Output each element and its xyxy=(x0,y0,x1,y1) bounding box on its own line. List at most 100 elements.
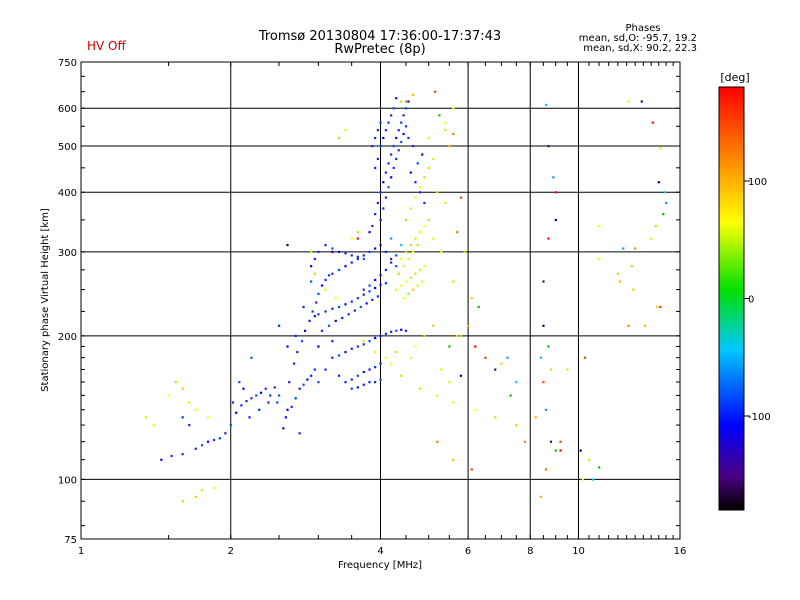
scatter-point xyxy=(144,416,148,419)
scatter-point xyxy=(384,129,388,132)
scatter-point xyxy=(438,114,441,117)
colorbar-unit: [deg] xyxy=(720,71,749,84)
scatter-point xyxy=(448,345,451,348)
chart-title: Tromsø 20130804 17:36:00-17:37:43 xyxy=(258,29,501,44)
scatter-point xyxy=(423,334,426,338)
scatter-point xyxy=(559,449,562,452)
scatter-point xyxy=(404,329,408,332)
scatter-point xyxy=(400,140,403,144)
scatter-point xyxy=(218,437,221,440)
scatter-point xyxy=(362,254,365,257)
scatter-point xyxy=(554,218,557,222)
scatter-point xyxy=(390,362,393,365)
scatter-point xyxy=(444,201,447,205)
scatter-point xyxy=(404,100,408,103)
scatter-point xyxy=(356,345,359,348)
scatter-point xyxy=(344,381,347,384)
scatter-point xyxy=(206,416,210,419)
scatter-point xyxy=(302,305,305,309)
scatter-point xyxy=(379,121,382,124)
scatter-point xyxy=(250,356,253,359)
scatter-point xyxy=(616,272,620,275)
scatter-point xyxy=(397,129,400,132)
scatter-point xyxy=(344,303,347,306)
scatter-point xyxy=(379,244,382,247)
scatter-point xyxy=(324,368,327,371)
x-tick-label: 10 xyxy=(572,546,585,557)
scatter-point xyxy=(404,218,408,222)
scatter-point xyxy=(402,114,405,117)
scatter-point xyxy=(416,244,419,247)
scatter-point xyxy=(421,153,424,156)
scatter-point xyxy=(337,305,341,309)
scatter-point xyxy=(643,324,647,327)
scatter-point xyxy=(459,374,462,377)
scatter-point xyxy=(181,453,184,456)
scatter-point xyxy=(374,166,377,170)
scatter-point xyxy=(400,328,403,331)
scatter-point xyxy=(395,265,398,268)
scatter-point xyxy=(395,136,398,140)
scatter-point xyxy=(392,166,395,170)
scatter-point xyxy=(350,387,353,390)
scatter-point xyxy=(298,387,301,390)
scatter-point xyxy=(400,257,403,261)
scatter-point xyxy=(436,440,439,443)
scatter-point xyxy=(371,298,374,301)
scatter-point xyxy=(390,257,393,261)
scatter-point xyxy=(444,129,447,132)
scatter-point xyxy=(434,90,437,93)
scatter-point xyxy=(431,157,435,161)
scatter-point xyxy=(327,324,331,327)
scatter-point xyxy=(170,454,173,458)
scatter-point xyxy=(506,356,509,359)
scatter-point xyxy=(350,347,353,350)
scatter-point xyxy=(494,416,497,419)
scatter-point xyxy=(412,288,415,291)
scatter-point xyxy=(515,424,518,427)
scatter-point xyxy=(356,237,359,240)
scatter-point xyxy=(320,329,324,332)
scatter-point xyxy=(387,186,390,189)
scatter-point xyxy=(544,408,548,411)
grid-lines xyxy=(81,62,680,539)
scatter-point xyxy=(467,324,470,327)
x-tick-label: 4 xyxy=(377,546,383,557)
scatter-point xyxy=(387,121,390,124)
scatter-point xyxy=(659,147,662,150)
scatter-point xyxy=(418,231,422,234)
scatter-point xyxy=(544,103,548,107)
scatter-point xyxy=(376,157,379,161)
scatter-point xyxy=(379,334,382,338)
phases-title: Phases xyxy=(625,23,660,34)
scatter-point xyxy=(662,213,665,216)
scatter-point xyxy=(384,282,388,285)
scatter-point xyxy=(379,144,382,148)
scatter-point xyxy=(656,305,659,309)
scatter-point xyxy=(542,381,545,384)
scatter-point xyxy=(362,343,365,346)
scatter-point xyxy=(474,408,477,411)
scatter-point xyxy=(362,383,365,386)
scatter-point xyxy=(412,93,415,97)
scatter-point xyxy=(350,237,353,240)
scatter-point xyxy=(459,196,462,199)
scatter-point xyxy=(356,374,359,377)
scatter-point xyxy=(452,132,455,136)
scatter-point xyxy=(286,345,289,348)
scatter-point xyxy=(379,218,382,222)
scatter-point xyxy=(224,432,227,435)
scatter-point xyxy=(248,416,251,419)
scatter-point xyxy=(423,201,426,205)
scatter-point xyxy=(397,149,400,152)
scatter-point xyxy=(452,401,455,404)
scatter-point xyxy=(630,265,633,268)
scatter-point xyxy=(368,231,371,234)
scatter-point xyxy=(313,257,316,261)
scatter-point xyxy=(200,489,204,492)
scatter-point xyxy=(622,247,625,250)
scatter-point xyxy=(374,336,377,340)
scatter-point xyxy=(368,368,371,371)
scatter-point xyxy=(456,231,459,234)
scatter-point xyxy=(421,280,424,283)
